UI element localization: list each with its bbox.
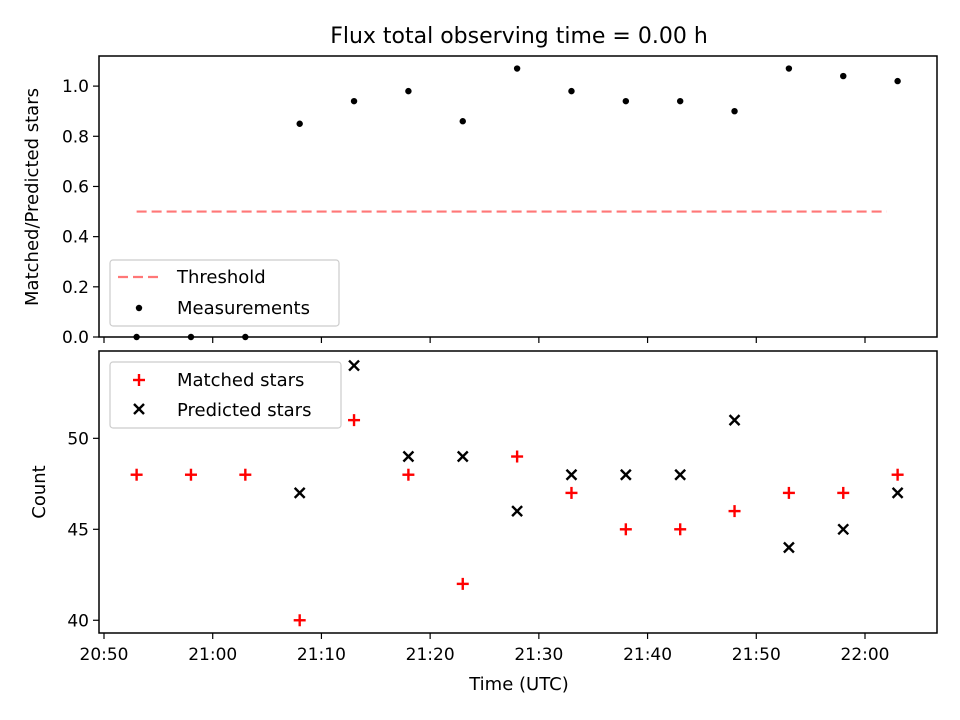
top-legend: Threshold Measurements (109, 259, 340, 327)
predicted-star-marker (891, 487, 904, 499)
predicted-star-marker (728, 414, 741, 426)
top-y-tick-label: 0.4 (62, 228, 89, 248)
matched-star-marker (674, 523, 687, 536)
matched-star-marker (456, 577, 469, 590)
matched-star-marker (782, 486, 795, 499)
matched-star-marker (565, 486, 578, 499)
matched-star-marker (728, 505, 741, 518)
bottom-y-axis-label: Count (29, 465, 50, 518)
predicted-star-marker (674, 468, 687, 481)
matched-star-marker (891, 468, 904, 481)
legend-measurements-swatch (135, 304, 143, 312)
bottom-y-tick-label: 50 (67, 429, 89, 449)
predicted-star-marker (783, 541, 795, 554)
x-axis-label: Time (UTC) (468, 674, 569, 695)
top-axis-ticks: 0.0 0.2 0.4 0.6 0.8 1.0 (62, 77, 866, 348)
legend-matched-swatch (133, 374, 145, 386)
bottom-legend-box (109, 361, 342, 429)
matched-star-marker (511, 450, 524, 463)
bottom-x-tick-label: 20:50 (80, 645, 129, 665)
top-y-tick-label: 0.0 (62, 328, 89, 348)
legend-matched-label: Matched stars (177, 370, 304, 391)
legend-predicted-label: Predicted stars (177, 400, 311, 421)
bottom-axis-ticks: 40 45 50 20:50 21:00 21:10 21:20 21:30 21:40 21:5… (67, 429, 889, 665)
predicted-star-marker (619, 468, 632, 481)
matched-star-marker (348, 414, 361, 427)
bottom-legend: Matched stars Predicted stars (109, 361, 342, 429)
top-y-tick-label: 0.8 (62, 127, 89, 147)
matched-star-marker (619, 523, 632, 536)
matched-star-marker (293, 614, 306, 627)
bottom-y-tick-label: 45 (67, 520, 89, 540)
predicted-star-marker (565, 468, 578, 481)
matched-star-marker (402, 468, 415, 481)
legend-predicted-swatch (133, 403, 145, 415)
bottom-x-tick-label: 21:20 (406, 645, 455, 665)
bottom-x-tick-label: 21:40 (623, 645, 672, 665)
predicted-star-marker (456, 450, 469, 463)
bottom-y-tick-label: 40 (67, 611, 89, 631)
bottom-x-tick-label: 21:10 (297, 645, 346, 665)
predicted-star-marker (837, 523, 850, 536)
matched-star-marker (239, 468, 252, 481)
predicted-star-marker (348, 359, 360, 372)
measurement-point (568, 87, 575, 95)
measurement-point (405, 87, 412, 95)
legend-measurements-label: Measurements (177, 298, 310, 319)
measurement-point (894, 77, 901, 85)
predicted-star-marker (511, 505, 523, 517)
measurement-point (785, 65, 793, 72)
bottom-x-tick-label: 21:50 (732, 645, 781, 665)
top-chart-title: Flux total observing time = 0.00 h (330, 24, 708, 49)
legend-threshold-label: Threshold (176, 267, 266, 288)
bottom-star-points (130, 359, 904, 627)
measurement-point (459, 118, 466, 125)
predicted-star-marker (293, 487, 306, 499)
top-y-tick-label: 1.0 (62, 77, 89, 97)
top-y-tick-label: 0.2 (62, 278, 89, 298)
measurement-point (350, 97, 358, 105)
top-y-tick-label: 0.6 (62, 177, 89, 197)
matched-star-marker (184, 468, 197, 481)
bottom-x-tick-label: 22:00 (841, 645, 890, 665)
matched-star-marker (130, 468, 143, 481)
top-legend-box (109, 259, 340, 327)
measurement-point (676, 97, 684, 105)
top-y-axis-label: Matched/Predicted stars (22, 88, 43, 306)
top-plot-frame (98, 55, 938, 338)
top-measurement-points (133, 65, 901, 341)
matched-star-marker (837, 486, 850, 499)
measurement-point (513, 65, 521, 72)
bottom-x-tick-label: 21:30 (514, 645, 563, 665)
bottom-plot-frame (98, 350, 938, 634)
measurement-point (840, 72, 847, 80)
measurement-point (622, 97, 630, 105)
bottom-x-tick-label: 21:00 (188, 645, 237, 665)
measurement-point (731, 107, 738, 115)
measurement-point (296, 120, 303, 127)
predicted-star-marker (402, 450, 415, 463)
